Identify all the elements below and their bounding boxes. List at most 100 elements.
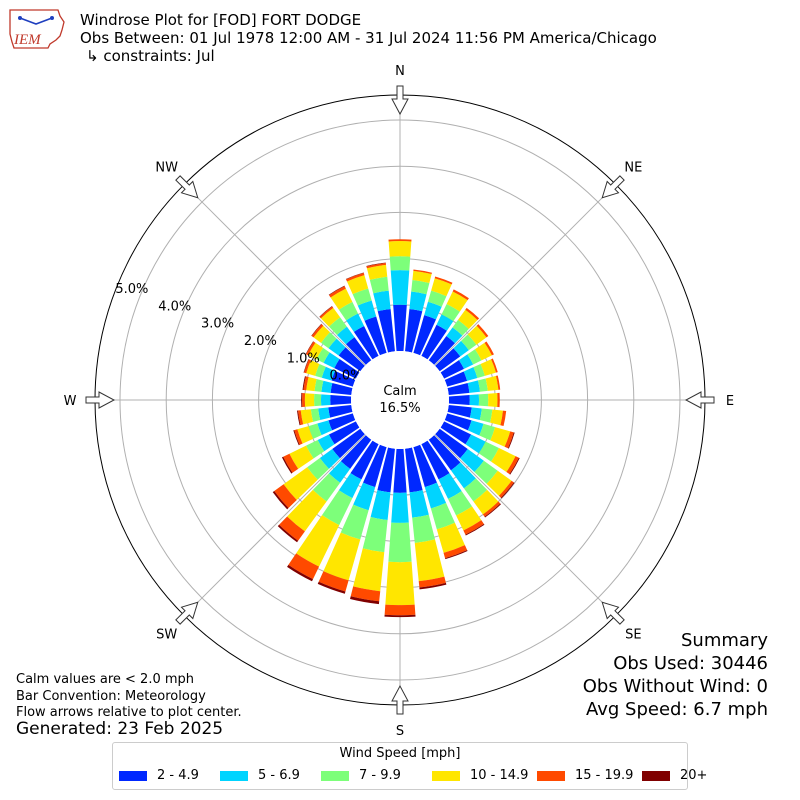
bar-segment-130-bin5 (500, 482, 515, 499)
flow-arrow (601, 601, 625, 625)
bar-segment-190-bin0 (377, 447, 395, 493)
bar-segment-350-bin1 (373, 290, 391, 312)
compass-label-SW: SW (156, 627, 177, 642)
bar-segment-170-bin1 (409, 490, 429, 518)
bar-segment-30-bin1 (436, 314, 454, 331)
legend-label: 5 - 6.9 (258, 768, 300, 783)
bar-segment-0-bin0 (393, 304, 407, 352)
summary-obs-without-wind: Obs Without Wind: 0 (582, 676, 768, 697)
bar-segment-0-bin4 (388, 239, 412, 242)
legend-item: 2 - 4.9 (119, 768, 199, 783)
bar-segment-110-bin5 (507, 432, 515, 449)
bar-segment-200-bin5 (317, 581, 346, 594)
bar-segment-150-bin4 (463, 520, 484, 535)
bar-segment-290-bin3 (306, 360, 320, 376)
bar-segment-100-bin2 (479, 408, 493, 423)
bar-segment-20-bin1 (424, 301, 442, 320)
bar-segment-240-bin1 (317, 434, 335, 452)
bar-segment-260-bin5 (297, 410, 301, 426)
bar-segment-40-bin1 (446, 327, 463, 344)
bar-segment-220-bin1 (328, 461, 351, 483)
speed-legend: Wind Speed [mph] 2 - 4.9 5 - 6.9 7 - 9.9 10… (112, 742, 707, 790)
legend-item: 5 - 6.9 (220, 768, 300, 783)
compass-label-NW: NW (155, 161, 178, 176)
bar-segment-60-bin1 (458, 354, 474, 369)
bar-segment-340-bin3 (346, 275, 369, 295)
bar-segment-350-bin4 (366, 263, 387, 269)
bar-segment-220-bin2 (312, 473, 341, 502)
bar-segment-220-bin0 (340, 435, 372, 469)
bar-segment-350-bin3 (366, 264, 388, 280)
bar-segment-20-bin3 (431, 278, 452, 297)
bar-segment-210-bin5 (287, 564, 314, 582)
bar-segment-190-bin1 (370, 490, 391, 520)
bar-segment-300-bin2 (316, 347, 330, 363)
bar-segment-270-bin3 (304, 393, 315, 407)
legend-swatch (220, 770, 248, 781)
bar-segment-170-bin4 (418, 576, 446, 588)
bar-segment-290-bin4 (303, 359, 311, 374)
bar-segment-60-bin3 (475, 342, 492, 361)
bar-segment-70-bin3 (480, 359, 497, 376)
bar-segment-240-bin4 (283, 453, 299, 473)
bar-segment-120-bin3 (491, 448, 516, 473)
radial-tick-label: 4.0% (158, 299, 191, 314)
flow-arrows (85, 85, 715, 715)
legend-swatch (119, 770, 147, 781)
bar-segment-250-bin3 (297, 426, 314, 444)
bar-segment-120-bin1 (465, 434, 486, 454)
bar-segment-20-bin0 (413, 315, 437, 356)
bar-segment-310-bin2 (321, 332, 337, 349)
radial-tick-label: 0.0% (330, 369, 363, 384)
bar-segment-260-bin4 (297, 410, 304, 425)
bar-segment-190-bin4 (350, 586, 381, 602)
bar-segment-190-bin2 (362, 516, 388, 553)
bar-segment-200-bin3 (323, 532, 361, 581)
bar-segment-180-bin3 (385, 561, 415, 606)
logo-text: IEM (13, 32, 42, 48)
bar-segment-20-bin4 (434, 276, 453, 285)
bar-segment-280-bin5 (302, 376, 306, 391)
legend-swatch (321, 770, 349, 781)
generated-date: Generated: 23 Feb 2025 (16, 719, 224, 739)
bar-segment-250-bin4 (294, 429, 303, 445)
bar-segment-350-bin5 (366, 262, 386, 267)
bar-segment-130-bin3 (486, 470, 512, 496)
calm-note: Calm values are < 2.0 mph (16, 672, 195, 687)
bar-segment-250-bin2 (308, 423, 322, 439)
bar-segment-220-bin3 (287, 489, 327, 532)
bar-segment-50-bin3 (467, 325, 487, 345)
bar-segment-220-bin5 (277, 524, 299, 543)
bar-segment-80-bin3 (485, 375, 499, 391)
bar-segment-330-bin0 (353, 325, 379, 360)
bar-segment-280-bin0 (330, 382, 353, 395)
bar-segment-140-bin3 (473, 489, 499, 515)
bar-segment-340-bin2 (352, 288, 372, 306)
bar-segment-30-bin4 (452, 289, 469, 301)
bar-segment-250-bin0 (328, 413, 356, 431)
flow-arrow (601, 175, 625, 199)
bar-segment-320-bin4 (319, 306, 334, 319)
flow-arrow (175, 175, 199, 199)
bar-segment-140-bin1 (450, 462, 476, 489)
bar-segment-110-bin0 (444, 413, 472, 431)
flow-arrow (85, 391, 116, 409)
bar-segment-150-bin3 (456, 506, 482, 531)
bar-segment-20-bin2 (427, 290, 447, 307)
axis-labels: N NE E SE S SW W NW 0.0% 1.0% 2.0% 3.0% 4.0% 5.0% (64, 64, 735, 739)
flow-arrow (175, 601, 199, 625)
bar-segment-320-bin2 (328, 317, 347, 335)
bar-segment-310-bin3 (313, 325, 330, 343)
legend-item: 7 - 9.9 (321, 768, 401, 783)
bar-segment-80-bin4 (495, 375, 501, 390)
bar-segment-40-bin0 (428, 335, 455, 365)
bar-segment-280-bin2 (314, 379, 324, 392)
bar-segment-160-bin0 (413, 444, 437, 488)
radial-tick-label: 3.0% (201, 317, 234, 332)
bar-segment-240-bin3 (289, 445, 314, 469)
bar-segment-310-bin1 (328, 338, 346, 356)
grid-spoke (183, 183, 401, 401)
bar-segment-170-bin5 (419, 582, 447, 590)
bar-segment-310-bin0 (338, 347, 365, 372)
